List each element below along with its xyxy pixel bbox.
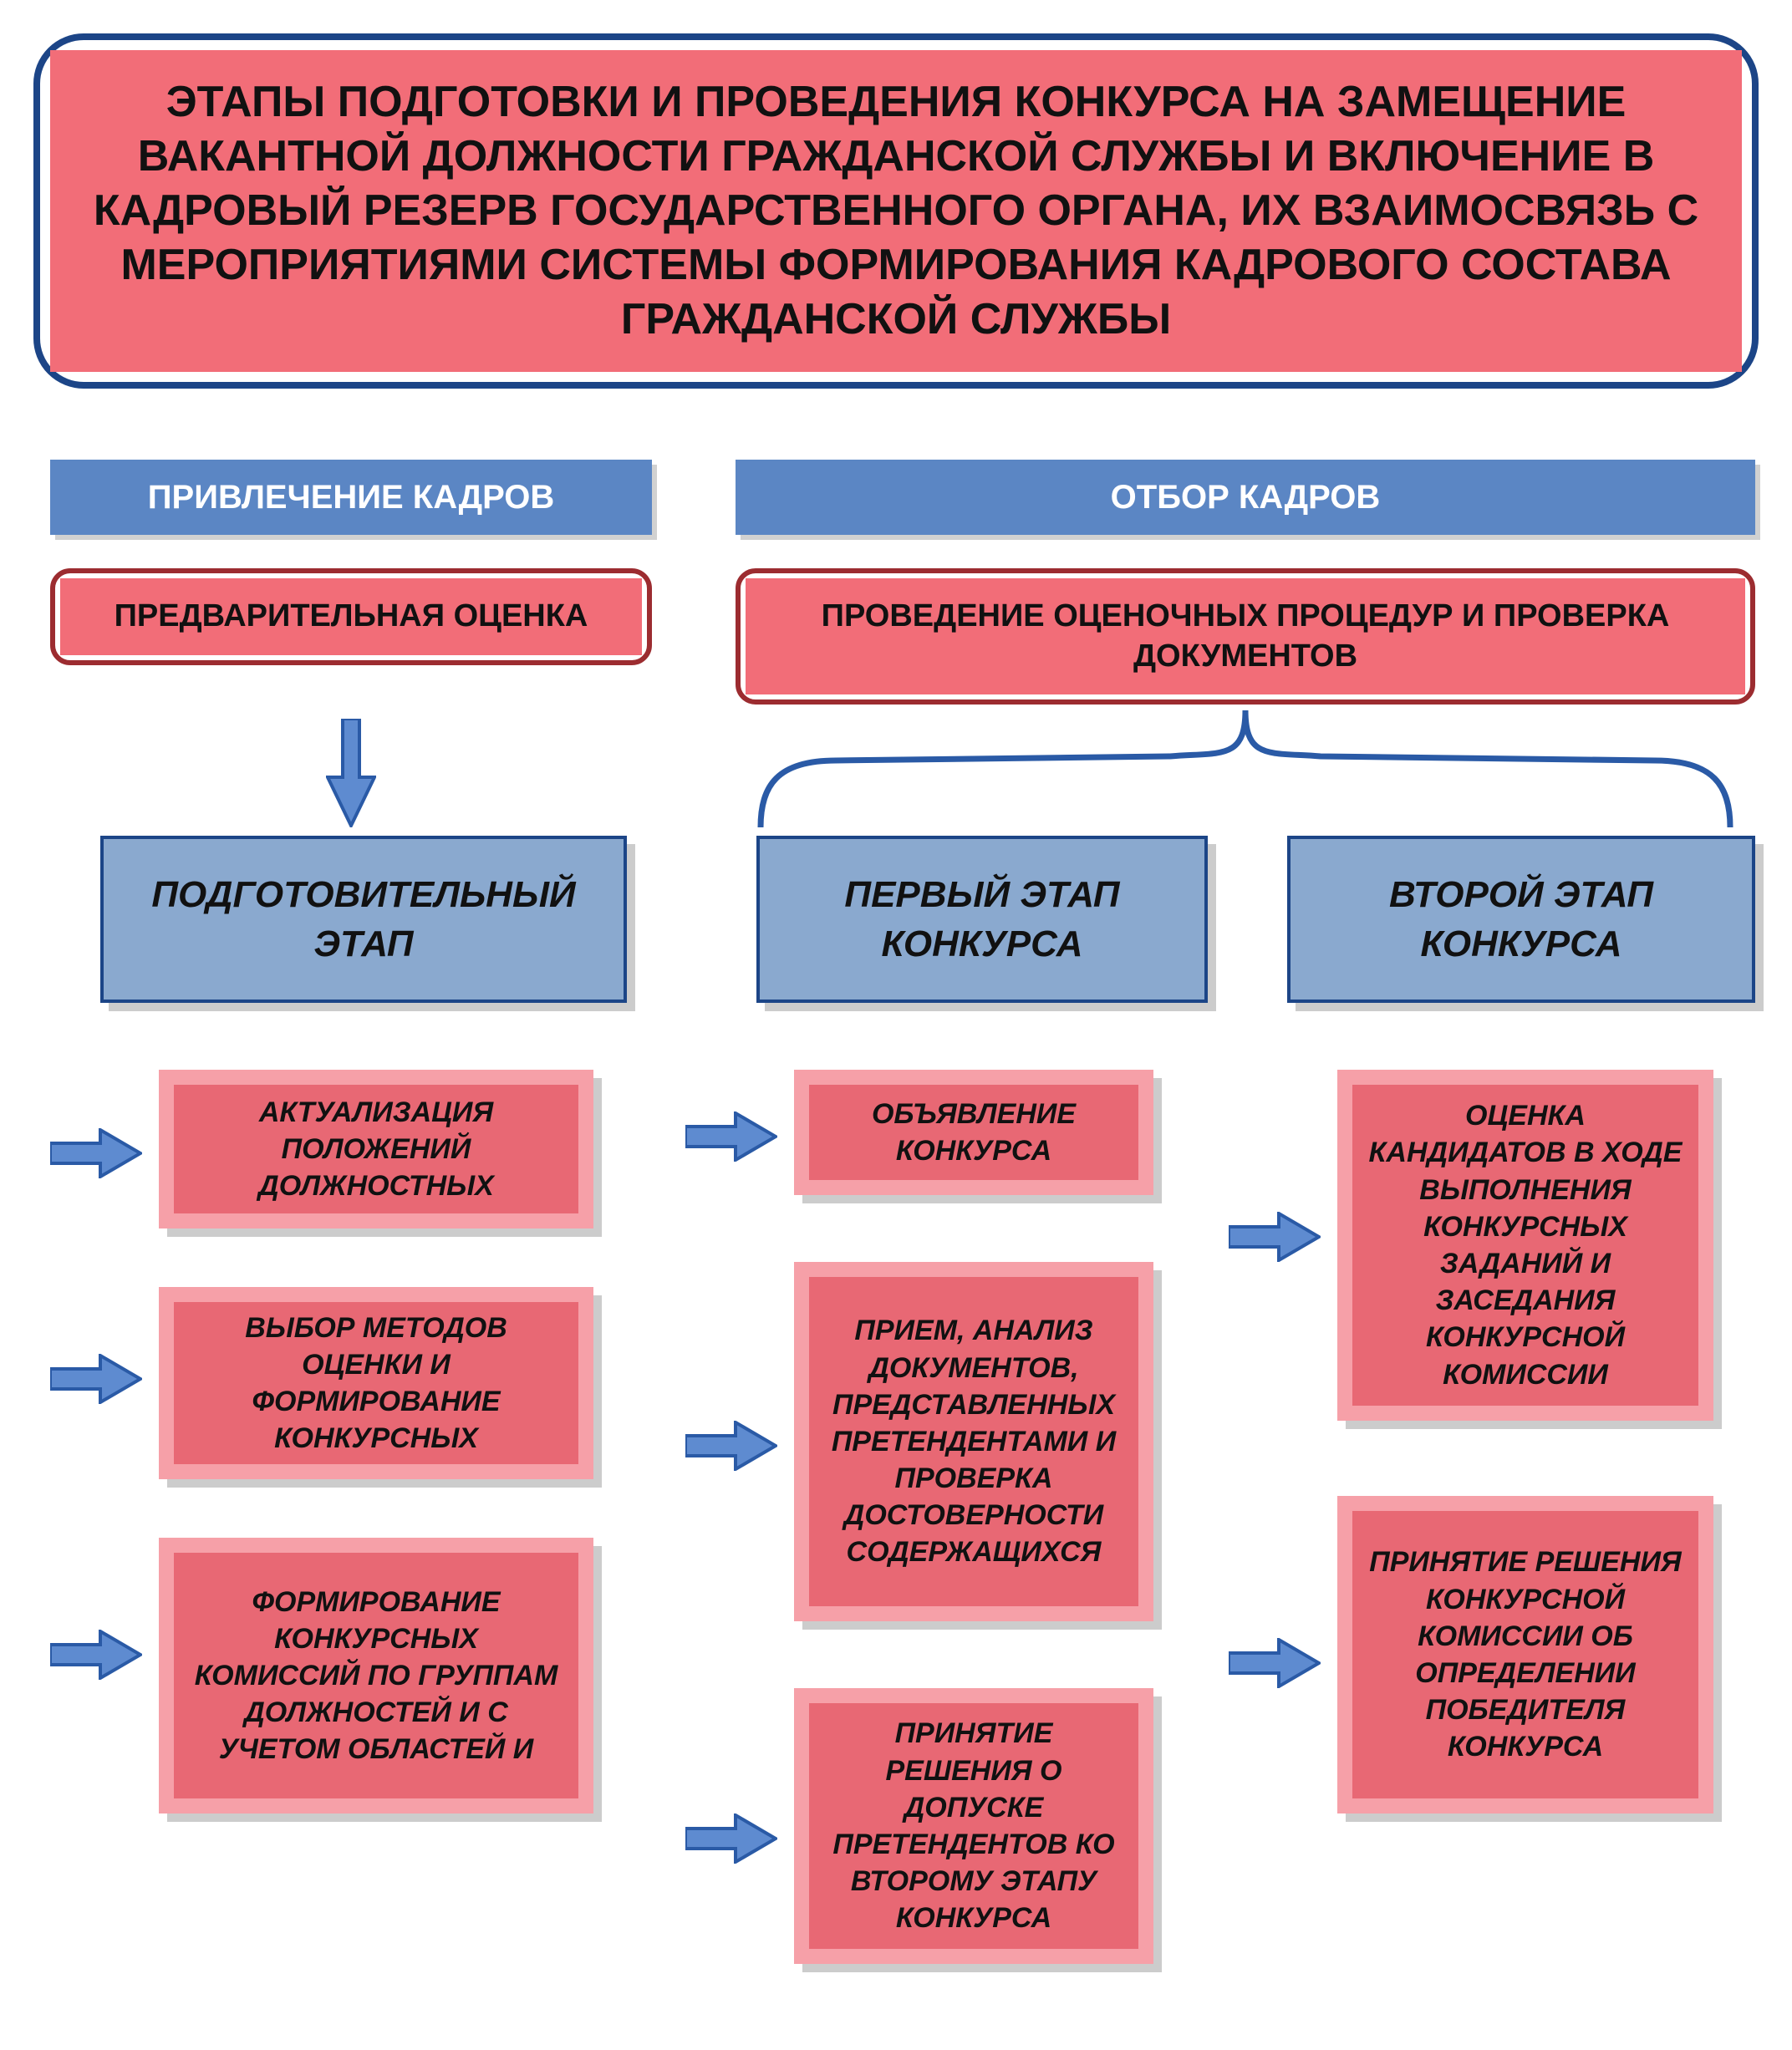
card-first-1-text: ОБЪЯВЛЕНИЕ КОНКУРСА	[824, 1096, 1123, 1169]
card-first-2-text: ПРИЕМ, АНАЛИЗ ДОКУМЕНТОВ, ПРЕДСТАВЛЕННЫХ…	[824, 1312, 1123, 1570]
card-first-3-text: ПРИНЯТИЕ РЕШЕНИЯ О ДОПУСКЕ ПРЕТЕНДЕНТОВ …	[824, 1715, 1123, 1936]
arrow-right-icon	[50, 1354, 134, 1404]
subheader-left: ПРЕДВАРИТЕЛЬНАЯ ОЦЕНКА	[60, 578, 642, 655]
arrow-right-icon	[685, 1813, 769, 1864]
section-header-left: ПРИВЛЕЧЕНИЕ КАДРОВ	[50, 460, 652, 535]
section-header-left-label: ПРИВЛЕЧЕНИЕ КАДРОВ	[148, 479, 554, 516]
title-frame: ЭТАПЫ ПОДГОТОВКИ И ПРОВЕДЕНИЯ КОНКУРСА Н…	[33, 33, 1759, 389]
card-second-1-text: ОЦЕНКА КАНДИДАТОВ В ХОДЕ ВЫПОЛНЕНИЯ КОНК…	[1367, 1097, 1683, 1393]
card-prep-2-text: ВЫБОР МЕТОДОВ ОЦЕНКИ И ФОРМИРОВАНИЕ КОНК…	[189, 1310, 563, 1457]
stage-prep: ПОДГОТОВИТЕЛЬНЫЙ ЭТАП	[100, 836, 627, 1003]
arrow-right-icon	[1229, 1638, 1312, 1688]
stage-prep-label: ПОДГОТОВИТЕЛЬНЫЙ ЭТАП	[120, 870, 607, 969]
card-first-3: ПРИНЯТИЕ РЕШЕНИЯ О ДОПУСКЕ ПРЕТЕНДЕНТОВ …	[794, 1688, 1153, 1964]
card-prep-3: ФОРМИРОВАНИЕ КОНКУРСНЫХ КОМИССИЙ ПО ГРУП…	[159, 1538, 593, 1813]
stage-second: ВТОРОЙ ЭТАП КОНКУРСА	[1287, 836, 1755, 1003]
card-prep-1-text: АКТУАЛИЗАЦИЯ ПОЛОЖЕНИЙ ДОЛЖНОСТНЫХ	[189, 1094, 563, 1205]
brace-connector	[736, 710, 1755, 827]
diagram-canvas: ЭТАПЫ ПОДГОТОВКИ И ПРОВЕДЕНИЯ КОНКУРСА Н…	[0, 0, 1792, 2050]
diagram-title: ЭТАПЫ ПОДГОТОВКИ И ПРОВЕДЕНИЯ КОНКУРСА Н…	[50, 50, 1742, 372]
arrow-right-icon	[50, 1630, 134, 1680]
card-prep-3-text: ФОРМИРОВАНИЕ КОНКУРСНЫХ КОМИССИЙ ПО ГРУП…	[189, 1584, 563, 1768]
subheader-left-frame: ПРЕДВАРИТЕЛЬНАЯ ОЦЕНКА	[50, 568, 652, 665]
subheader-right-frame: ПРОВЕДЕНИЕ ОЦЕНОЧНЫХ ПРОЦЕДУР И ПРОВЕРКА…	[736, 568, 1755, 705]
arrow-right-icon	[685, 1111, 769, 1162]
card-second-1: ОЦЕНКА КАНДИДАТОВ В ХОДЕ ВЫПОЛНЕНИЯ КОНК…	[1337, 1070, 1713, 1421]
arrow-right-icon	[1229, 1212, 1312, 1262]
section-header-right-label: ОТБОР КАДРОВ	[1111, 479, 1381, 516]
arrow-right-icon	[50, 1128, 134, 1178]
stage-first-label: ПЕРВЫЙ ЭТАП КОНКУРСА	[776, 870, 1188, 969]
arrow-right-icon	[685, 1421, 769, 1471]
card-first-2: ПРИЕМ, АНАЛИЗ ДОКУМЕНТОВ, ПРЕДСТАВЛЕННЫХ…	[794, 1262, 1153, 1621]
card-second-2-text: ПРИНЯТИЕ РЕШЕНИЯ КОНКУРСНОЙ КОМИССИИ ОБ …	[1367, 1544, 1683, 1765]
card-prep-2: ВЫБОР МЕТОДОВ ОЦЕНКИ И ФОРМИРОВАНИЕ КОНК…	[159, 1287, 593, 1479]
section-header-right: ОТБОР КАДРОВ	[736, 460, 1755, 535]
stage-second-label: ВТОРОЙ ЭТАП КОНКУРСА	[1307, 870, 1735, 969]
subheader-right: ПРОВЕДЕНИЕ ОЦЕНОЧНЫХ ПРОЦЕДУР И ПРОВЕРКА…	[746, 578, 1745, 694]
card-prep-1: АКТУАЛИЗАЦИЯ ПОЛОЖЕНИЙ ДОЛЖНОСТНЫХ	[159, 1070, 593, 1228]
card-second-2: ПРИНЯТИЕ РЕШЕНИЯ КОНКУРСНОЙ КОМИССИИ ОБ …	[1337, 1496, 1713, 1813]
arrow-down-icon	[326, 719, 376, 832]
card-first-1: ОБЪЯВЛЕНИЕ КОНКУРСА	[794, 1070, 1153, 1195]
stage-first: ПЕРВЫЙ ЭТАП КОНКУРСА	[756, 836, 1208, 1003]
